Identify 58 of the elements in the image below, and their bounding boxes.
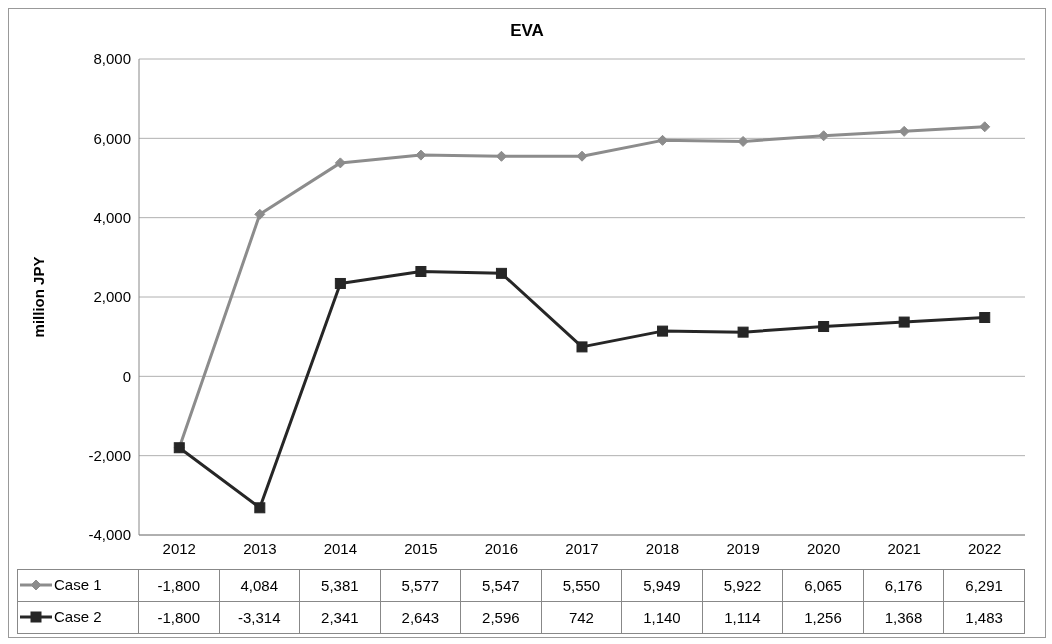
data-label: 1,140 bbox=[621, 601, 703, 634]
y-tick-label: -4,000 bbox=[88, 526, 131, 544]
point bbox=[657, 325, 669, 337]
point bbox=[737, 326, 749, 338]
point bbox=[576, 150, 588, 162]
data-label: 6,291 bbox=[943, 569, 1025, 602]
data-label: 5,922 bbox=[702, 569, 783, 602]
x-tick-label: 2021 bbox=[887, 539, 921, 557]
y-tick-label: 0 bbox=[122, 367, 131, 385]
y-tick-label: 2,000 bbox=[93, 288, 131, 306]
point bbox=[979, 121, 991, 133]
data-label: 5,547 bbox=[460, 569, 542, 602]
data-label: 5,577 bbox=[380, 569, 461, 602]
data-label: -1,800 bbox=[138, 601, 220, 634]
point bbox=[495, 267, 507, 279]
data-label: 5,550 bbox=[541, 569, 622, 602]
x-tick-label: 2013 bbox=[243, 539, 277, 557]
point bbox=[254, 208, 266, 220]
data-label: 2,643 bbox=[380, 601, 461, 634]
data-label: 5,381 bbox=[299, 569, 381, 602]
data-label: 1,256 bbox=[782, 601, 864, 634]
point bbox=[576, 341, 588, 353]
data-label: 2,596 bbox=[460, 601, 542, 634]
y-axis-title: million JPY bbox=[30, 256, 48, 338]
data-label: 4,084 bbox=[219, 569, 300, 602]
y-tick-label: 6,000 bbox=[93, 129, 131, 147]
point bbox=[415, 265, 427, 277]
x-tick-label: 2016 bbox=[484, 539, 519, 557]
point bbox=[254, 502, 266, 514]
legend-label: Case 1 bbox=[54, 576, 102, 594]
data-label: 1,483 bbox=[943, 601, 1025, 634]
x-tick-label: 2019 bbox=[726, 539, 760, 557]
data-label: 1,114 bbox=[702, 601, 783, 634]
data-label: 6,065 bbox=[782, 569, 864, 602]
point bbox=[334, 277, 346, 289]
legend-label: Case 2 bbox=[54, 608, 102, 626]
data-label: -3,314 bbox=[219, 601, 300, 634]
x-tick-label: 2022 bbox=[968, 539, 1002, 557]
data-label: 5,949 bbox=[621, 569, 703, 602]
chart-title: EVA bbox=[509, 21, 545, 41]
y-tick-label: -2,000 bbox=[88, 446, 131, 464]
x-tick-label: 2018 bbox=[645, 539, 680, 557]
data-label: 6,176 bbox=[863, 569, 944, 602]
x-tick-label: 2014 bbox=[323, 539, 358, 557]
x-tick-label: 2012 bbox=[162, 539, 196, 557]
y-tick-label: 4,000 bbox=[93, 208, 131, 226]
data-label: 2,341 bbox=[299, 601, 381, 634]
y-tick-label: 8,000 bbox=[93, 50, 131, 68]
point bbox=[898, 316, 910, 328]
data-label: 742 bbox=[541, 601, 622, 634]
point bbox=[818, 321, 830, 333]
data-label: 1,368 bbox=[863, 601, 944, 634]
x-tick-label: 2015 bbox=[404, 539, 438, 557]
x-tick-label: 2017 bbox=[565, 539, 599, 557]
data-label: -1,800 bbox=[138, 569, 220, 602]
point bbox=[334, 157, 346, 169]
x-tick-label: 2020 bbox=[806, 539, 841, 557]
point bbox=[979, 312, 991, 324]
